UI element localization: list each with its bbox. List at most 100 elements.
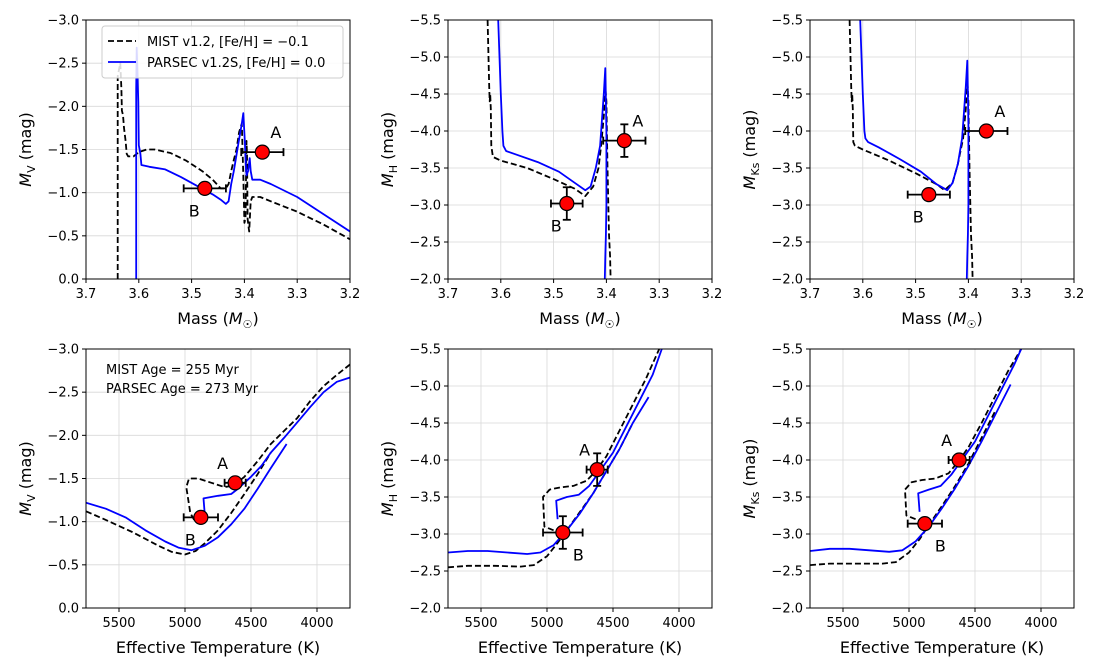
- series-mist-line: [116, 62, 350, 279]
- y-tick-label: −2.5: [409, 236, 441, 251]
- y-axis-label: MH (mag): [378, 112, 400, 187]
- axes-frame: [447, 19, 713, 280]
- plot-area: [86, 363, 350, 556]
- series-mist-line: [904, 349, 1022, 521]
- star-b: B: [550, 186, 584, 236]
- series-parsec-line: [859, 20, 970, 279]
- ticks: 5500 5000 4500 4000 −2.0 −2.5 −3.0 −3.5 −4.0 −4.5…: [409, 343, 695, 632]
- x-tick-label: 3.4: [596, 287, 617, 302]
- ticks: 5500 5000 4500 4000 −2.0 −2.5 −3.0 −3.5 −4.0 −4.5…: [771, 343, 1057, 632]
- star-marker: [197, 180, 213, 196]
- y-axis-label: MV (mag): [16, 441, 38, 515]
- x-axis-label: Mass (M☉): [539, 309, 621, 331]
- star-marker: [559, 195, 575, 212]
- star-marker: [951, 452, 967, 468]
- plot-area: [486, 20, 612, 279]
- x-tick-label: 3.5: [181, 287, 202, 302]
- x-axis-label: Mass (M☉): [901, 309, 983, 331]
- x-tick-label: 3.2: [340, 287, 361, 302]
- y-tick-label: −5.5: [409, 14, 441, 29]
- y-tick-label: −5.5: [771, 343, 803, 358]
- star-marker: [589, 462, 605, 478]
- y-axis-label: MV (mag): [16, 112, 38, 186]
- grid: [447, 19, 713, 280]
- ticks: 3.7 3.6 3.5 3.4 3.3 3.2 −2.0 −2.5 −3.0 −3.5 −4.0 −4…: [771, 14, 1084, 303]
- star-b: B: [906, 187, 951, 227]
- y-tick-label: −2.0: [771, 273, 803, 288]
- series-parsec-line: [448, 396, 650, 555]
- x-tick-label: 5000: [168, 616, 201, 631]
- legend-parsec-label: PARSEC v1.2S, [Fe/H] = 0.0: [147, 56, 325, 71]
- panel-bottom-right: A B 5500 5000 4500 4000 −2.0 −2.5 −3.0 −3.5 −4.0 −4…: [740, 343, 1075, 657]
- x-tick-label: 5500: [464, 616, 497, 631]
- grid: [809, 19, 1075, 280]
- star-label: A: [632, 112, 643, 131]
- y-tick-label: −0.5: [47, 229, 79, 244]
- plot-area: [848, 20, 974, 279]
- star-b: B: [182, 509, 219, 549]
- panel-bottom-left: A B 5500 5000 4500 4000 0.0 −0.5 −1.0 −1.5 −2.0 −2.…: [16, 343, 351, 657]
- star-b: B: [906, 516, 946, 556]
- x-tick-label: 3.5: [543, 287, 564, 302]
- y-tick-label: −3.0: [771, 528, 803, 543]
- legend: MIST v1.2, [Fe/H] = −0.1 PARSEC v1.2S, […: [101, 25, 344, 79]
- series-mist-line: [185, 363, 350, 521]
- star-label: A: [579, 441, 590, 460]
- ticks: 5500 5000 4500 4000 0.0 −0.5 −1.0 −1.5 −2.0 −2.5 −…: [47, 343, 333, 632]
- ticks: 3.7 3.6 3.5 3.4 3.3 3.2 0.0 −0.5 −1.0 −1.5 −2.0 −2.…: [47, 14, 360, 303]
- star-marker: [978, 123, 994, 139]
- y-tick-label: −4.5: [771, 417, 803, 432]
- y-tick-label: −2.5: [47, 386, 79, 401]
- x-tick-label: 4500: [958, 616, 991, 631]
- y-tick-label: −2.0: [409, 602, 441, 617]
- y-tick-label: −0.5: [47, 558, 79, 573]
- x-tick-label: 3.7: [800, 287, 821, 302]
- y-axis-label: MH (mag): [378, 441, 400, 516]
- legend-box: [101, 25, 344, 79]
- y-tick-label: −5.0: [771, 51, 803, 66]
- x-tick-label: 3.3: [287, 287, 308, 302]
- y-tick-label: 0.0: [58, 602, 79, 617]
- series-mist-line: [448, 422, 634, 569]
- x-tick-label: 4000: [300, 616, 333, 631]
- star-marker: [616, 133, 632, 149]
- x-tick-label: 3.6: [490, 287, 511, 302]
- age-text-parsec: PARSEC Age = 273 Myr: [106, 382, 259, 397]
- y-tick-label: −3.0: [47, 343, 79, 358]
- series-mist-line: [810, 411, 996, 566]
- x-tick-label: 4000: [1024, 616, 1057, 631]
- axes-frame: [447, 348, 713, 609]
- x-tick-label: 3.7: [438, 287, 459, 302]
- x-tick-label: 3.3: [649, 287, 670, 302]
- x-tick-label: 3.7: [76, 287, 97, 302]
- y-tick-label: −4.0: [409, 454, 441, 469]
- y-tick-label: −3.0: [771, 199, 803, 214]
- x-tick-label: 3.6: [128, 287, 149, 302]
- plot-area: [810, 349, 1023, 566]
- series-parsec-line: [497, 20, 608, 279]
- panel-top-right: A B 3.7 3.6 3.5 3.4 3.3 3.2 −2.0 −2.5 −3.0 −3.5 −4.0…: [740, 14, 1084, 332]
- y-tick-label: −3.5: [409, 162, 441, 177]
- star-a: A: [217, 454, 247, 491]
- star-marker: [227, 475, 243, 491]
- star-a: A: [964, 102, 1009, 139]
- x-axis-label: Effective Temperature (K): [478, 638, 682, 657]
- star-label: A: [270, 123, 281, 142]
- series-mist-line: [486, 20, 612, 279]
- x-tick-label: 5000: [892, 616, 925, 631]
- star-label: B: [185, 530, 196, 549]
- x-axis-label: Effective Temperature (K): [116, 638, 320, 657]
- panel-top-middle: A B 3.7 3.6 3.5 3.4 3.3 3.2 −2.0 −2.5 −3.0 −3.5 −4.0…: [378, 14, 722, 332]
- y-tick-label: −3.0: [47, 14, 79, 29]
- age-text-mist: MIST Age = 255 Myr: [106, 363, 240, 378]
- y-axis-label: MKs (mag): [740, 439, 762, 519]
- star-b: B: [182, 180, 227, 220]
- legend-mist-label: MIST v1.2, [Fe/H] = −0.1: [147, 35, 309, 50]
- star-label: B: [935, 537, 946, 556]
- star-marker: [254, 144, 270, 160]
- x-tick-label: 4000: [662, 616, 695, 631]
- x-axis-label: Mass (M☉): [177, 309, 259, 331]
- x-tick-label: 3.4: [234, 287, 255, 302]
- star-a: A: [240, 123, 285, 160]
- y-tick-label: −2.0: [771, 602, 803, 617]
